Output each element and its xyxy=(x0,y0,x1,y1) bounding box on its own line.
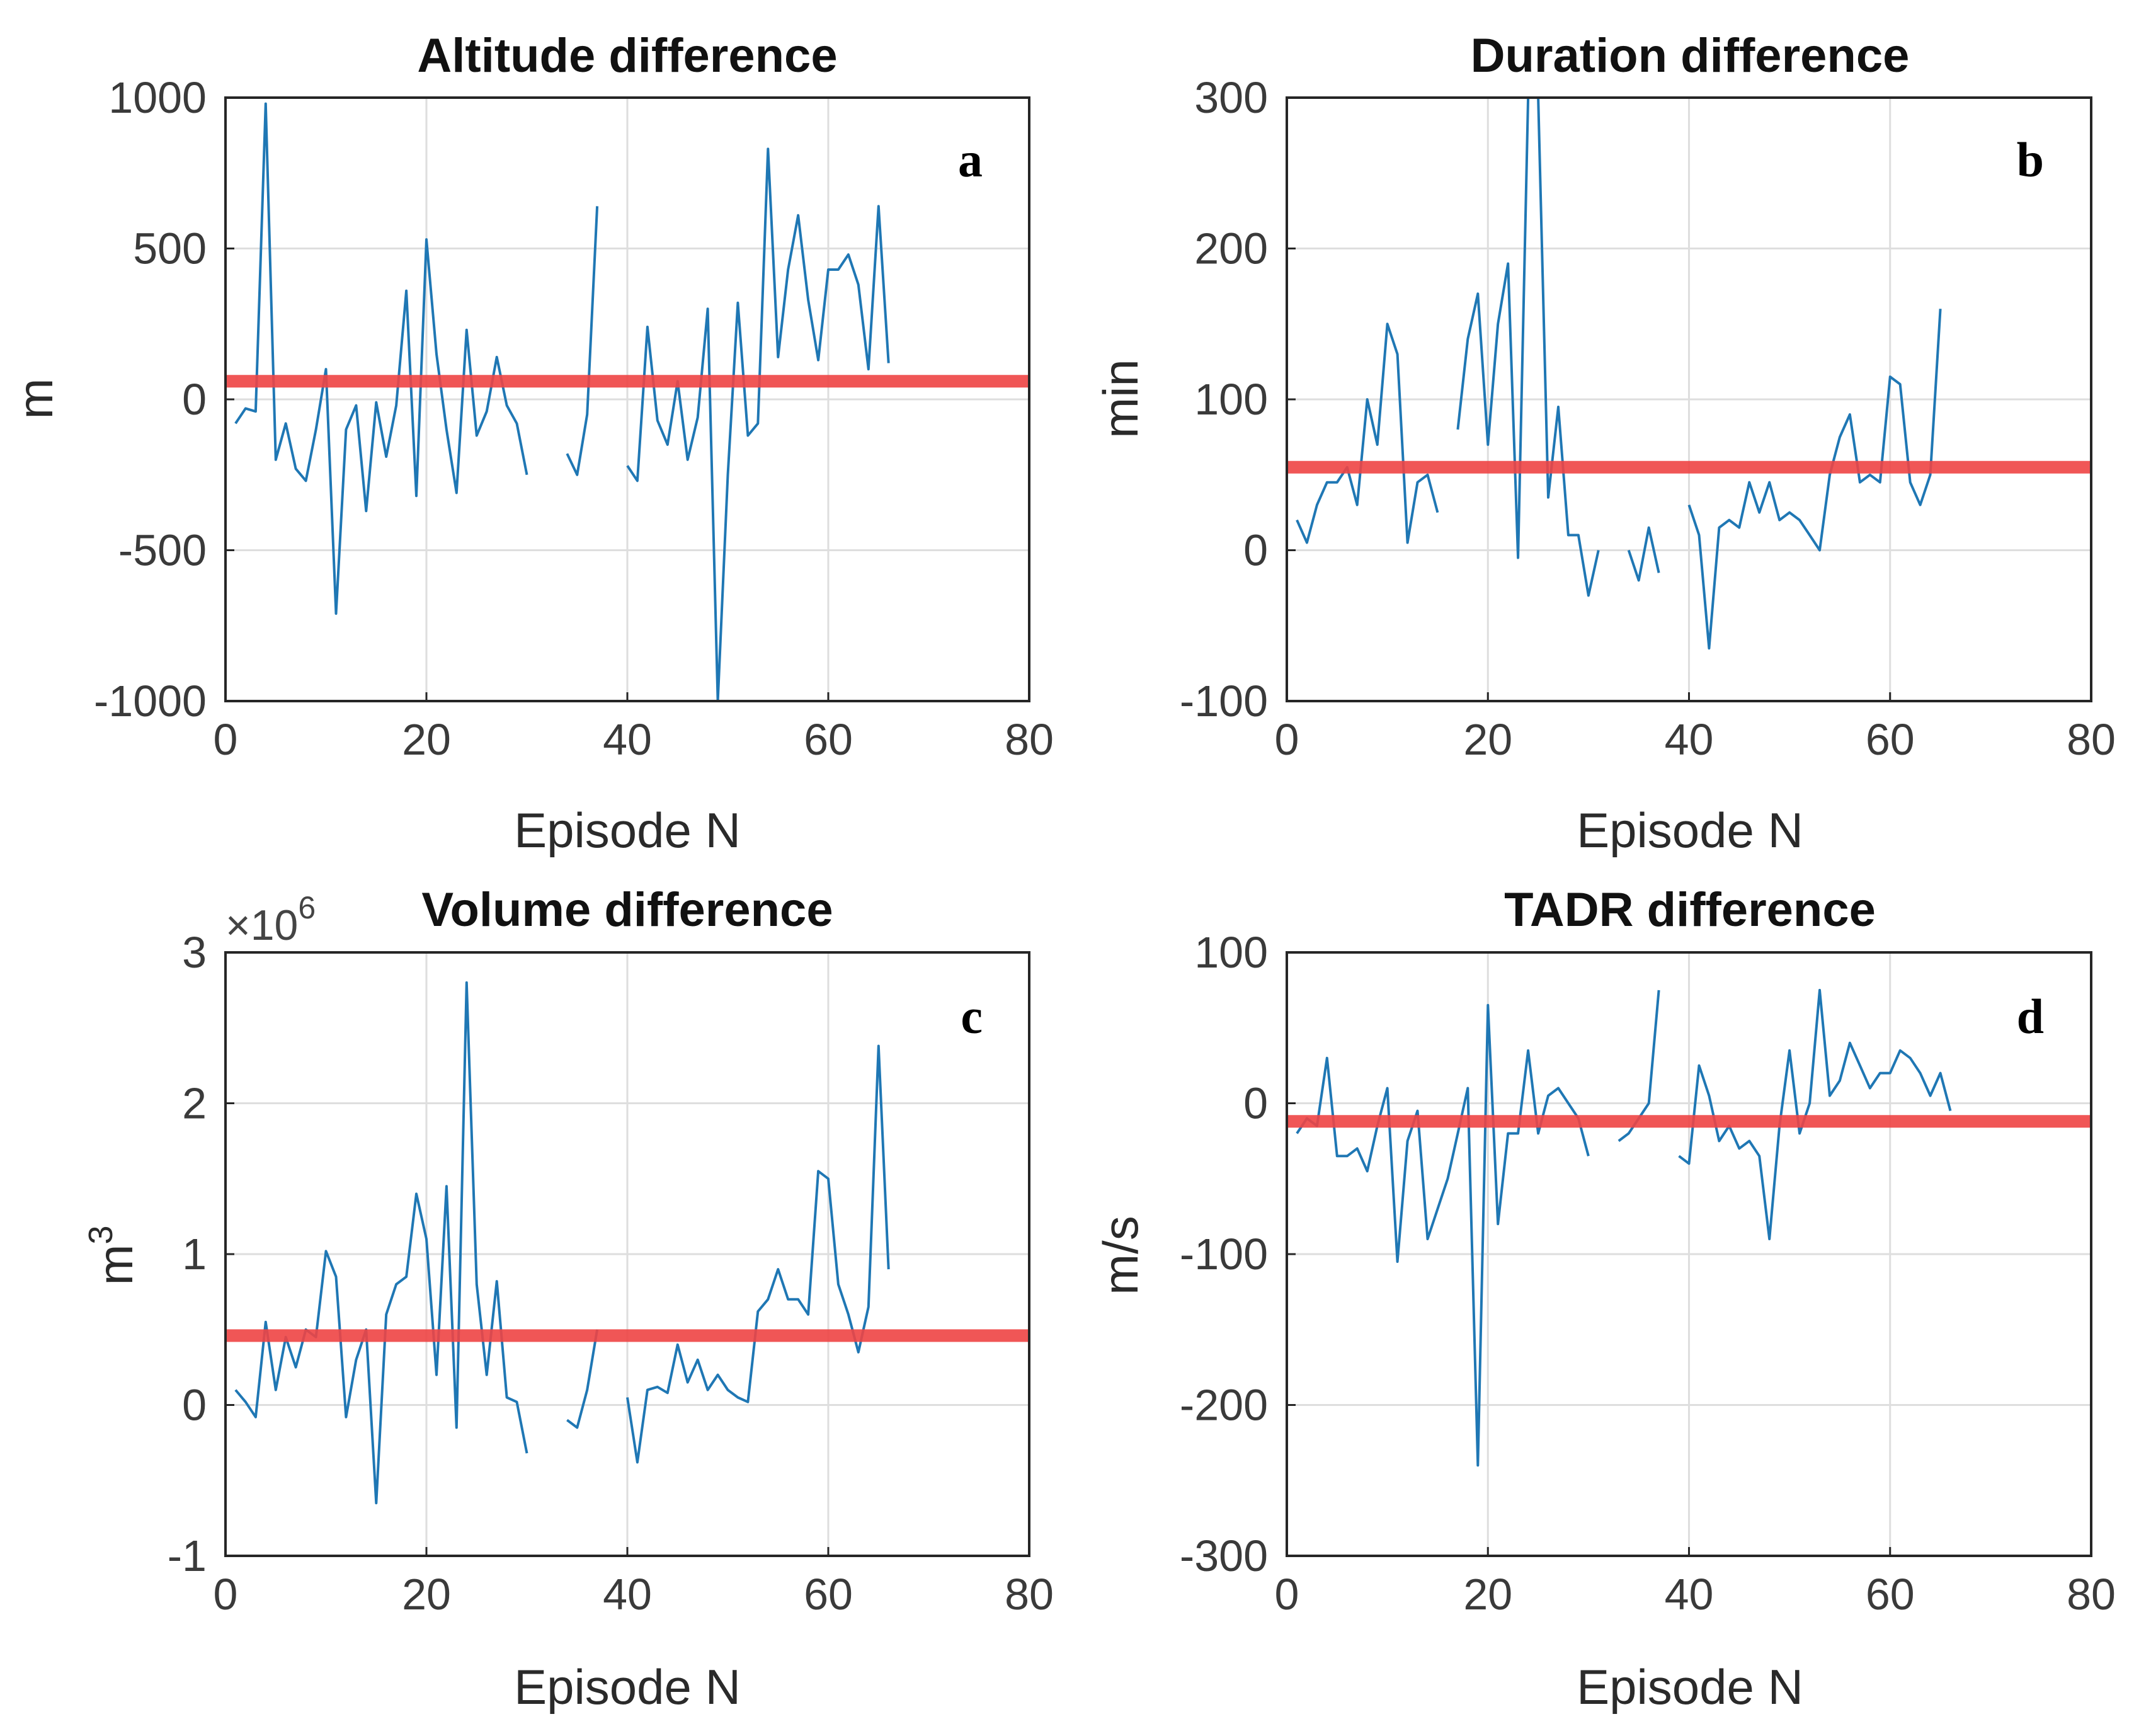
x-tick-label: 20 xyxy=(1463,715,1512,764)
y-tick-label: 0 xyxy=(1243,526,1268,575)
y-axis-label: m xyxy=(8,379,63,420)
x-tick-label: 80 xyxy=(1005,715,1054,764)
scale-base: ×10 xyxy=(225,901,298,949)
x-tick-label: 60 xyxy=(804,1570,853,1619)
y-tick-label: -1 xyxy=(168,1531,207,1580)
y-axis-label-superscript: 3 xyxy=(82,1225,120,1244)
x-tick-label: 80 xyxy=(2067,715,2116,764)
scale-exponent: 6 xyxy=(298,890,316,925)
y-tick-label: 0 xyxy=(182,1381,207,1430)
x-tick-label: 20 xyxy=(1463,1570,1512,1619)
x-tick-label: 0 xyxy=(214,1570,238,1619)
scale-multiplier: ×106 xyxy=(225,890,316,949)
x-tick-label: 60 xyxy=(804,715,853,764)
panel-letter: b xyxy=(2017,132,2044,187)
panel-tadr: 0 20 40 60 80 -300 -200 -100 0 100 TADR differenc… xyxy=(1093,883,2116,1715)
y-tick-label: -200 xyxy=(1180,1381,1268,1430)
chart-title: Volume difference xyxy=(421,883,833,937)
panel-letter: c xyxy=(961,989,983,1044)
x-tick-label: 60 xyxy=(1866,1570,1915,1619)
y-tick-label: 0 xyxy=(182,375,207,424)
y-axis-label: m3 xyxy=(82,1225,143,1285)
y-tick-label: 100 xyxy=(1194,928,1268,977)
y-tick-label: 1000 xyxy=(108,73,207,122)
data-series-line xyxy=(234,981,890,1505)
x-tick-label: 40 xyxy=(603,1570,652,1619)
x-tick-label: 20 xyxy=(402,1570,451,1619)
y-tick-label: -100 xyxy=(1180,677,1268,726)
x-tick-label: 20 xyxy=(402,715,451,764)
y-tick-label: 2 xyxy=(182,1079,207,1128)
y-tick-label: -300 xyxy=(1180,1531,1268,1580)
x-axis-label: Episode N xyxy=(1577,802,1803,858)
y-tick-label: 0 xyxy=(1243,1079,1268,1128)
x-axis-label: Episode N xyxy=(514,802,741,858)
y-axis-label: min xyxy=(1093,359,1148,438)
x-tick-label: 0 xyxy=(1275,1570,1299,1619)
x-tick-label: 40 xyxy=(1665,715,1714,764)
y-tick-label: 200 xyxy=(1194,224,1268,273)
y-tick-label: 1 xyxy=(182,1230,207,1279)
x-tick-label: 80 xyxy=(1005,1570,1054,1619)
chart-title: TADR difference xyxy=(1504,883,1876,937)
y-axis-label-base: m xyxy=(88,1245,143,1286)
x-tick-label: 60 xyxy=(1866,715,1915,764)
panel-letter: a xyxy=(958,132,983,187)
y-tick-label: -500 xyxy=(118,526,207,575)
y-tick-label: 3 xyxy=(182,928,207,977)
x-tick-label: 40 xyxy=(1665,1570,1714,1619)
chart-title: Altitude difference xyxy=(417,29,837,83)
plot-area: 0 20 40 60 80 -1000 -500 0 500 1000 xyxy=(94,73,1054,764)
y-tick-label: 300 xyxy=(1194,73,1268,122)
chart-title: Duration difference xyxy=(1471,29,1910,83)
y-axis-label: m/s xyxy=(1093,1216,1148,1295)
panel-letter: d xyxy=(2017,989,2044,1044)
x-tick-label: 40 xyxy=(603,715,652,764)
panel-altitude: 0 20 40 60 80 -1000 -500 0 500 1000 Altitude diff… xyxy=(8,29,1054,858)
y-tick-label: -100 xyxy=(1180,1230,1268,1279)
x-tick-label: 80 xyxy=(2067,1570,2116,1619)
x-tick-label: 0 xyxy=(1275,715,1299,764)
y-tick-label: 500 xyxy=(133,224,207,273)
y-tick-label: -1000 xyxy=(94,677,207,726)
data-series-line xyxy=(234,102,890,702)
x-tick-label: 0 xyxy=(214,715,238,764)
x-axis-label: Episode N xyxy=(1577,1659,1803,1715)
y-tick-label: 100 xyxy=(1194,375,1268,424)
x-axis-label: Episode N xyxy=(514,1659,741,1715)
plot-area: 0 20 40 60 80 -300 -200 -100 0 100 xyxy=(1180,928,2116,1619)
